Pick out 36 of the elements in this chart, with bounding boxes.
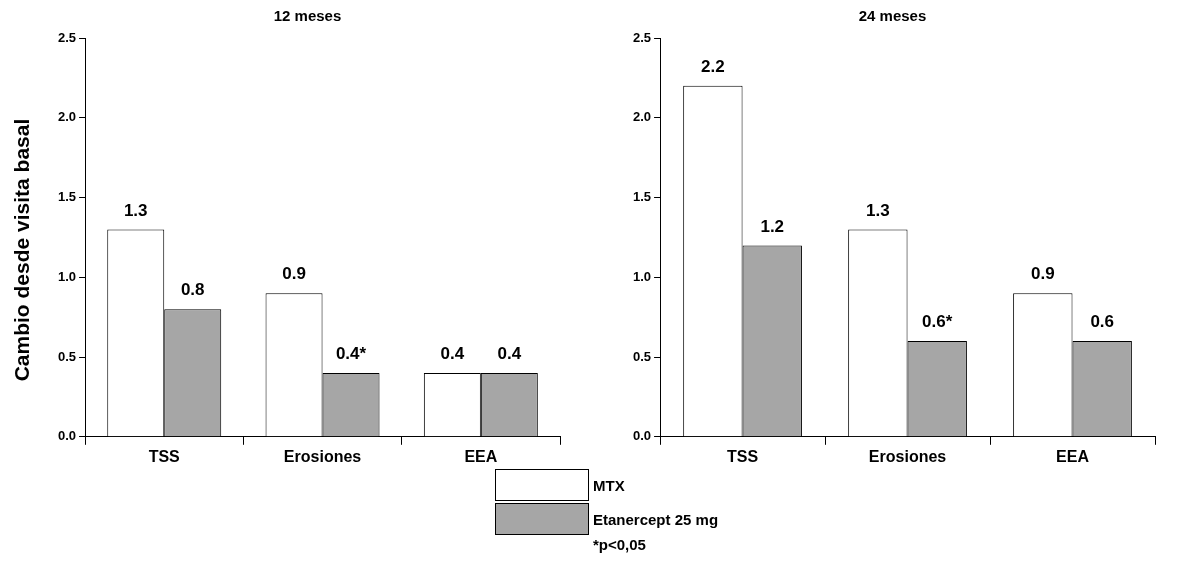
- chart-title: 24 meses: [858, 7, 927, 25]
- x-tick-label: EEA: [464, 447, 498, 465]
- y-tick-label: 2.5: [57, 29, 77, 45]
- data-label: 2.2: [701, 57, 725, 77]
- y-tick-label: 0.5: [57, 348, 77, 364]
- data-label: 1.3: [866, 200, 890, 220]
- y-tick-label: 1.0: [57, 268, 77, 284]
- data-label: 0.4: [440, 344, 465, 364]
- x-tick-label: TSS: [148, 447, 181, 465]
- x-tick-label: Erosiones: [283, 447, 362, 465]
- y-tick-label: 2.5: [632, 29, 652, 45]
- data-label: 0.6*: [922, 312, 953, 332]
- data-label: 0.4*: [335, 344, 367, 364]
- data-label: 0.4: [497, 344, 522, 364]
- y-tick-label: 0.5: [632, 348, 652, 364]
- y-tick-label: 1.0: [632, 268, 652, 284]
- y-tick-label: 2.0: [632, 109, 652, 125]
- text: *p<0,05: [593, 536, 647, 553]
- chart-title: 12 meses: [273, 7, 342, 25]
- y-tick-label: 2.0: [57, 109, 77, 125]
- y-tick-label: 0.0: [57, 428, 77, 444]
- data-label: 0.9: [282, 264, 306, 284]
- text: Etanercept 25 mg: [593, 510, 719, 528]
- x-tick-label: Erosiones: [868, 447, 947, 465]
- y-axis-title: Cambio desde visita basal: [10, 118, 34, 382]
- text: MTX: [593, 476, 625, 494]
- data-label: 1.2: [760, 216, 785, 236]
- data-label: 0.6: [1090, 312, 1115, 332]
- x-tick-label: TSS: [727, 447, 759, 465]
- data-label: 0.8: [180, 280, 205, 300]
- x-tick-label: EEA: [1056, 447, 1090, 465]
- y-tick-label: 0.0: [632, 428, 652, 444]
- y-tick-label: 1.5: [632, 189, 652, 205]
- y-tick-label: 1.5: [57, 189, 77, 205]
- data-label: 0.9: [1031, 264, 1055, 284]
- data-label: 1.3: [123, 200, 148, 220]
